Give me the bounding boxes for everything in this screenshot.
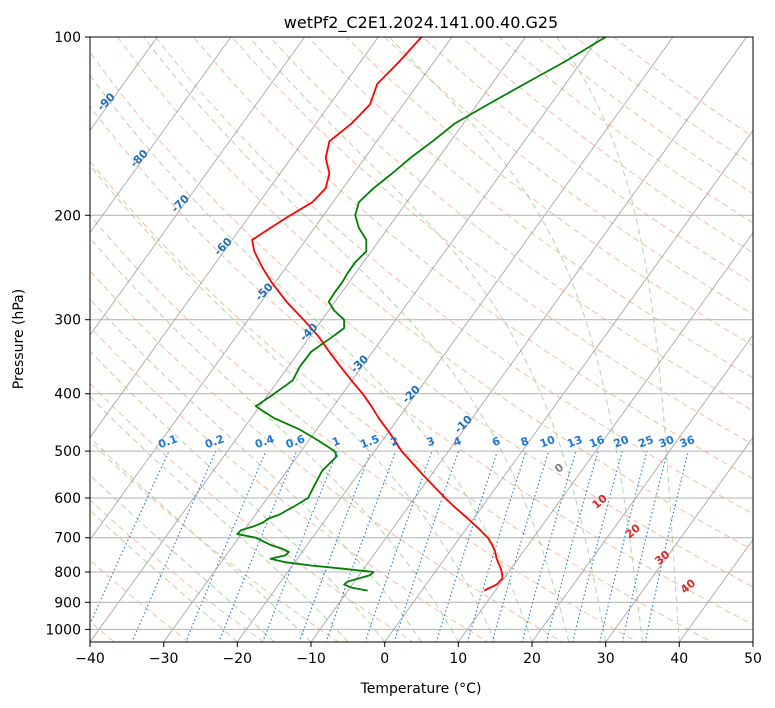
moist-adiabat-line bbox=[90, 350, 386, 642]
y-tick-label: 300 bbox=[54, 313, 81, 329]
mixing-ratio-label: 4 bbox=[452, 434, 464, 449]
plot-frame bbox=[89, 36, 754, 643]
isotherm-line bbox=[531, 334, 753, 642]
y-tick-label: 800 bbox=[54, 565, 81, 581]
moist-adiabat-line bbox=[388, 37, 643, 642]
mixing-ratio-label: 1.5 bbox=[358, 432, 381, 451]
y-tick-label: 100 bbox=[54, 30, 81, 46]
moist-adiabat-line bbox=[90, 74, 533, 642]
y-tick-label: 400 bbox=[54, 387, 81, 403]
mixing-ratio-label: 2 bbox=[389, 434, 401, 449]
y-tick-label: 200 bbox=[54, 208, 81, 224]
isotherms bbox=[90, 37, 753, 642]
moist-adiabat-line bbox=[90, 298, 422, 642]
mixing-ratio-label: 1 bbox=[330, 434, 342, 449]
x-tick-label: 0 bbox=[380, 651, 389, 667]
mixing-ratio-label: 36 bbox=[678, 433, 697, 451]
moist-adiabat-line bbox=[248, 37, 607, 642]
isotherm-line bbox=[236, 37, 674, 642]
dry-adiabat-line bbox=[231, 37, 753, 445]
dry-adiabat-line bbox=[90, 160, 713, 642]
y-axis-label: Pressure (hPa) bbox=[11, 289, 27, 389]
dry-adiabat-line bbox=[90, 440, 340, 642]
moist-adiabat-line bbox=[90, 395, 349, 642]
moist-adiabat-line bbox=[143, 37, 570, 642]
x-tick-label: 20 bbox=[523, 651, 541, 667]
mixing-ratio-label: 10 bbox=[538, 433, 557, 451]
isotherm-line bbox=[90, 37, 526, 642]
moist-adiabat-line bbox=[90, 509, 238, 642]
temperature-profile-line bbox=[251, 37, 504, 592]
mixing-ratio-label: 3 bbox=[425, 434, 437, 449]
mixing-ratio-label: 0.4 bbox=[253, 432, 276, 451]
moist-adiabat-line bbox=[556, 37, 680, 642]
x-tick-label: −40 bbox=[75, 651, 105, 667]
isotherm-line bbox=[310, 37, 747, 642]
mixing-ratio-label: 0.2 bbox=[203, 432, 226, 451]
x-tick-label: −10 bbox=[296, 651, 326, 667]
y-tick-label: 700 bbox=[54, 531, 81, 547]
mixing-ratio-label: 6 bbox=[490, 434, 502, 449]
moist-adiabat-line bbox=[90, 164, 496, 642]
y-tick-label: 500 bbox=[54, 444, 81, 460]
isotherm-line bbox=[90, 37, 453, 541]
x-tick-label: −30 bbox=[149, 651, 179, 667]
dry-adiabat-line bbox=[90, 499, 265, 642]
mixing-ratio-label: 0.1 bbox=[156, 432, 179, 451]
pressure-gridlines bbox=[90, 37, 753, 630]
mixing-ratio-label: 0.6 bbox=[284, 432, 307, 451]
axis-ticks: −40 −30 −20 −10 0 10 20 30 40 5010020030040050060… bbox=[45, 30, 762, 667]
mixing-ratio-label: 20 bbox=[612, 433, 631, 451]
y-tick-label: 900 bbox=[54, 595, 81, 611]
moist-adiabat-line bbox=[90, 474, 275, 642]
x-tick-label: 50 bbox=[744, 651, 762, 667]
isotherm-line bbox=[90, 37, 232, 234]
mixing-ratio-label: 8 bbox=[519, 434, 531, 449]
dry-adiabat-line bbox=[90, 51, 753, 588]
x-tick-label: 30 bbox=[597, 651, 615, 667]
y-tick-label: 600 bbox=[54, 491, 81, 507]
dry-adiabats bbox=[90, 37, 753, 642]
mixing-ratio-label: 13 bbox=[565, 433, 584, 450]
dry-adiabat-line bbox=[269, 37, 753, 412]
isotherm-line bbox=[90, 37, 305, 336]
isotherm-line bbox=[384, 129, 753, 642]
dry-adiabat-line bbox=[90, 270, 564, 642]
isotherm-line bbox=[605, 436, 753, 642]
isotherm-line bbox=[90, 37, 379, 439]
y-tick-label: 1000 bbox=[45, 622, 81, 638]
isotherm-line bbox=[678, 538, 753, 642]
mixing-ratio-label: 30 bbox=[657, 433, 676, 451]
dewpoint-profile-line bbox=[236, 37, 607, 592]
x-tick-label: 40 bbox=[670, 651, 688, 667]
dry-adiabat-line bbox=[90, 214, 639, 642]
mixing-ratio-label: 25 bbox=[636, 433, 655, 450]
isotherm-line bbox=[457, 232, 753, 642]
chart-title: wetPf2_C2E1.2024.141.00.40.G25 bbox=[284, 13, 558, 33]
sounding-profiles bbox=[236, 37, 607, 592]
x-tick-label: −20 bbox=[223, 651, 253, 667]
mixing-ratio-label: 16 bbox=[588, 433, 607, 451]
x-tick-label: 10 bbox=[449, 651, 467, 667]
dry-adiabat-line bbox=[90, 105, 753, 626]
x-axis-label: Temperature (°C) bbox=[360, 681, 482, 697]
isotherm-line bbox=[163, 37, 600, 642]
